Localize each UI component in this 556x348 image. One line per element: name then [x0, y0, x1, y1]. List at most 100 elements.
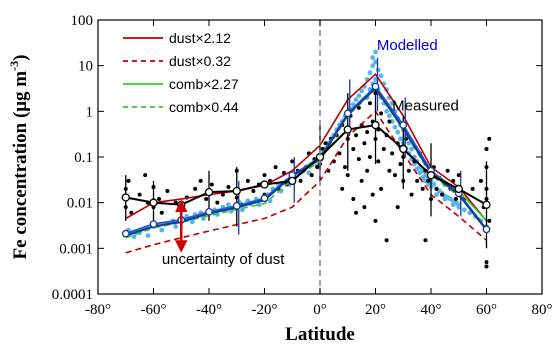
measured-point — [376, 159, 381, 164]
measured-point — [484, 264, 489, 269]
modelled-point — [461, 207, 467, 213]
y-axis-title-close: ) — [10, 55, 31, 61]
modelled-point — [359, 88, 365, 94]
modelled-point — [373, 49, 378, 55]
measured-point — [370, 192, 375, 197]
y-axis-title: Fe concentration (μg m-3) — [7, 55, 31, 260]
y-tick-label: 0.01 — [67, 196, 93, 212]
measured-point — [381, 146, 386, 151]
measured-point — [159, 210, 164, 215]
measured-marker — [371, 120, 380, 130]
x-tick-label: -60° — [141, 302, 167, 318]
modelled-point — [373, 59, 378, 65]
modelled-marker — [205, 207, 213, 216]
measured-point — [209, 182, 214, 187]
measured-point — [356, 157, 361, 162]
measured-point — [137, 192, 142, 197]
measured-point — [367, 101, 372, 106]
measured-point — [487, 218, 492, 223]
measured-point — [390, 151, 395, 156]
modelled-point — [356, 93, 362, 99]
measured-point — [445, 168, 450, 173]
modelled-point — [145, 233, 151, 239]
measured-point — [215, 200, 220, 205]
modelled-marker — [399, 121, 408, 129]
measured-point — [456, 173, 461, 178]
measured-point — [143, 173, 148, 178]
y-axis-ticks: 0.0001 0.001 0.01 0.1 1 10 100 — [52, 13, 542, 303]
measured-point — [406, 168, 411, 173]
modelled-point — [173, 224, 179, 229]
x-tick-label: 80° — [532, 302, 553, 318]
measured-point — [359, 178, 364, 183]
measured-point — [165, 189, 170, 194]
measured-point — [290, 159, 295, 164]
x-tick-label: -40° — [196, 302, 222, 318]
measured-point — [392, 173, 397, 178]
measured-point — [423, 238, 428, 243]
measured-point — [262, 173, 267, 178]
y-axis-title-superscript: -3 — [7, 61, 21, 71]
legend: dust×2.12 dust×0.32 comb×2.27 comb×0.44 — [116, 26, 266, 118]
measured-point — [323, 141, 328, 146]
measured-point — [484, 146, 489, 151]
measured-point — [470, 186, 475, 191]
measured-point — [298, 178, 303, 183]
measured-point — [356, 105, 361, 110]
modelled-point — [367, 70, 373, 76]
measured-point — [365, 130, 370, 135]
modelled-point — [189, 219, 195, 225]
x-tick-label: 40° — [421, 302, 442, 318]
modelled-point — [131, 234, 137, 240]
measured-point — [387, 119, 392, 124]
measured-point — [351, 146, 356, 151]
measured-label: Measured — [392, 97, 459, 114]
modelled-point — [386, 113, 392, 119]
y-tick-label: 1 — [86, 104, 94, 120]
modelled-point — [431, 182, 437, 187]
measured-point — [484, 260, 489, 265]
modelled-point — [375, 67, 381, 73]
modelled-point — [434, 192, 439, 198]
modelled-point — [370, 55, 376, 61]
measured-point — [379, 186, 384, 191]
y-tick-label: 0.0001 — [52, 287, 93, 303]
legend-label-comb-low: comb×0.44 — [169, 99, 239, 115]
measured-point — [373, 218, 378, 223]
y-tick-label: 100 — [71, 13, 94, 29]
measured-marker — [454, 184, 463, 194]
measured-point — [345, 173, 350, 178]
measured-point — [315, 165, 320, 170]
marker-layer — [121, 82, 491, 238]
measured-marker — [426, 171, 436, 180]
measured-point — [226, 185, 231, 190]
annotation-layer: Modelled Measured uncertainty of dust — [162, 37, 459, 268]
uncertainty-label: uncertainty of dust — [162, 251, 285, 268]
measured-point — [365, 168, 370, 173]
modelled-point — [384, 108, 389, 114]
legend-box — [116, 26, 266, 118]
legend-label-dust-low: dust×0.32 — [169, 53, 231, 69]
modelled-point — [395, 129, 401, 135]
measured-point — [354, 210, 359, 215]
modelled-point — [373, 77, 378, 82]
modelled-point — [406, 140, 412, 146]
x-axis-ticks: -80° -60° -40° -20° 0° 20° 40° 60° 80° — [85, 20, 553, 318]
modelled-point — [370, 63, 376, 69]
modelled-point — [159, 227, 165, 233]
measured-marker — [343, 125, 352, 134]
modelled-point — [456, 204, 462, 210]
modelled-point — [256, 202, 262, 208]
x-tick-label: 0° — [313, 302, 327, 318]
measured-point — [395, 205, 400, 210]
measured-marker — [232, 186, 241, 196]
modelled-marker — [343, 109, 352, 118]
modelled-point — [226, 202, 231, 208]
measured-point — [440, 192, 445, 197]
measured-point — [354, 133, 359, 138]
modelled-marker — [371, 82, 380, 91]
measured-point — [453, 197, 458, 202]
series-line — [125, 72, 488, 222]
measured-point — [415, 178, 420, 183]
